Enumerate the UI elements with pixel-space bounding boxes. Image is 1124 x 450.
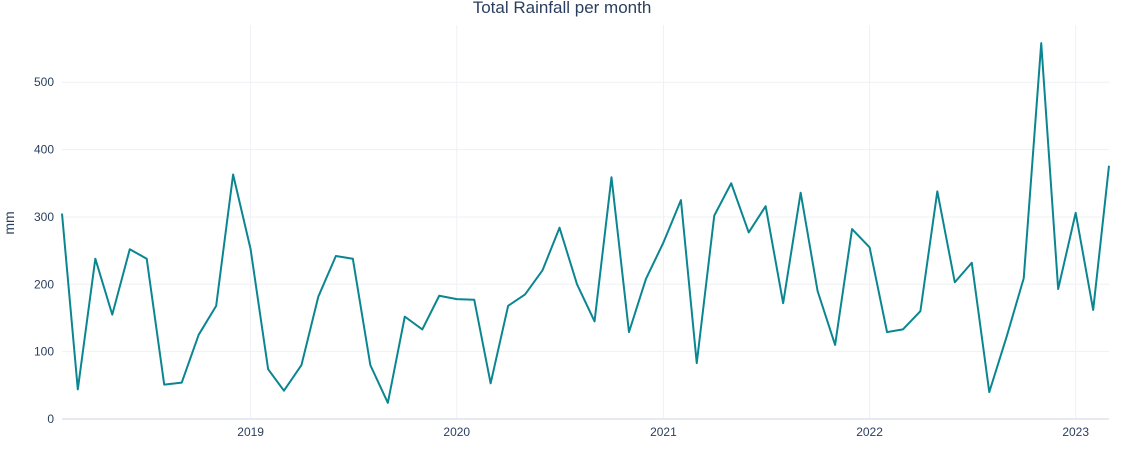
- chart-title: Total Rainfall per month: [473, 0, 652, 17]
- data-point: [161, 382, 167, 388]
- data-point: [315, 293, 321, 299]
- data-point: [1055, 286, 1061, 292]
- x-tick-label: 2020: [443, 425, 470, 439]
- data-point: [815, 288, 821, 294]
- data-point: [454, 296, 460, 302]
- data-point: [849, 226, 855, 232]
- y-tick-label: 400: [34, 143, 54, 157]
- data-point: [900, 326, 906, 332]
- data-point: [1038, 40, 1044, 46]
- y-axis-ticks: 0 100 200 300 400 500: [34, 75, 54, 426]
- data-point: [248, 246, 254, 252]
- data-point: [350, 256, 356, 262]
- data-point: [92, 256, 98, 262]
- data-point: [952, 279, 958, 285]
- data-point: [867, 244, 873, 250]
- data-point: [127, 246, 133, 252]
- data-point: [333, 253, 339, 259]
- data-point: [419, 326, 425, 332]
- data-point: [230, 172, 236, 178]
- data-point: [196, 332, 202, 338]
- data-point: [694, 360, 700, 366]
- data-point: [59, 211, 65, 217]
- data-point: [626, 329, 632, 335]
- data-point: [574, 281, 580, 287]
- data-point: [471, 297, 477, 303]
- data-point: [986, 389, 992, 395]
- data-point: [522, 291, 528, 297]
- x-tick-label: 2022: [856, 425, 883, 439]
- data-point: [608, 174, 614, 180]
- data-point: [367, 362, 373, 368]
- data-point: [488, 380, 494, 386]
- data-point: [934, 188, 940, 194]
- data-point: [711, 213, 717, 219]
- data-point: [179, 380, 185, 386]
- data-point: [1004, 333, 1010, 339]
- data-point: [1106, 163, 1112, 169]
- x-axis-ticks: 2019 2020 2021 2022 2023: [237, 425, 1089, 439]
- y-tick-label: 100: [34, 345, 54, 359]
- y-tick-label: 300: [34, 210, 54, 224]
- data-point: [436, 293, 442, 299]
- data-point: [1021, 275, 1027, 281]
- data-point: [969, 260, 975, 266]
- data-point: [728, 180, 734, 186]
- data-point: [402, 314, 408, 320]
- y-tick-label: 500: [34, 75, 54, 89]
- x-tick-label: 2021: [650, 425, 677, 439]
- data-point: [780, 300, 786, 306]
- data-point: [213, 303, 219, 309]
- data-point: [798, 190, 804, 196]
- x-tick-label: 2019: [237, 425, 264, 439]
- series-layer: [59, 40, 1112, 406]
- data-point: [746, 229, 752, 235]
- data-point: [109, 312, 115, 318]
- data-point: [1073, 210, 1079, 216]
- data-point: [643, 276, 649, 282]
- data-point: [763, 203, 769, 209]
- data-point: [660, 240, 666, 246]
- data-point: [1090, 307, 1096, 313]
- data-point: [592, 318, 598, 324]
- y-tick-label: 200: [34, 277, 54, 291]
- data-point: [557, 225, 563, 231]
- y-tick-label: 0: [47, 412, 54, 426]
- grid-lines: [62, 25, 1109, 420]
- data-point: [75, 386, 81, 392]
- data-point: [298, 362, 304, 368]
- data-point: [265, 366, 271, 372]
- data-point: [832, 342, 838, 348]
- series-line: [61, 42, 1110, 404]
- data-point: [385, 400, 391, 406]
- data-point: [505, 303, 511, 309]
- data-point: [281, 388, 287, 394]
- x-tick-label: 2023: [1062, 425, 1089, 439]
- data-point: [678, 197, 684, 203]
- data-point: [144, 256, 150, 262]
- y-axis-title: mm: [1, 211, 17, 234]
- data-point: [884, 329, 890, 335]
- data-point: [917, 308, 923, 314]
- data-point: [540, 267, 546, 273]
